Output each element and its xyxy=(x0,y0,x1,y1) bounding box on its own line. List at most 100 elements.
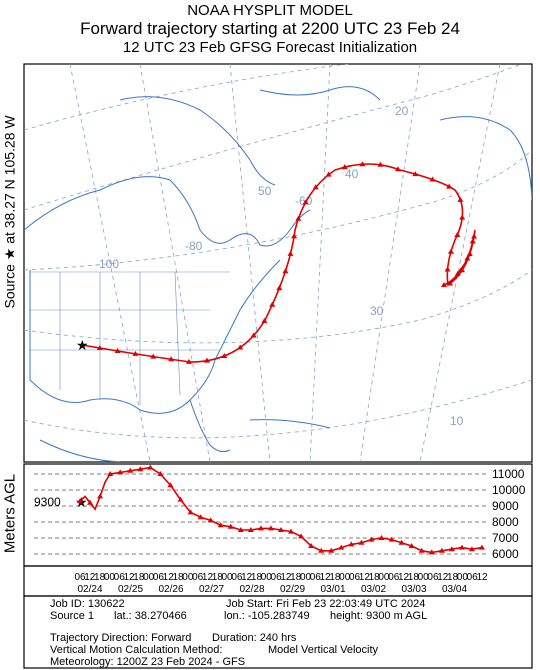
height-point xyxy=(338,544,345,550)
x-hour-label: 12 xyxy=(163,572,175,583)
x-date-label: 03/02 xyxy=(361,584,386,595)
height-point xyxy=(378,535,385,540)
height-point xyxy=(127,467,134,473)
x-hour-label: 18 xyxy=(447,572,459,583)
height-point xyxy=(227,523,234,529)
latitude-gridlines xyxy=(24,64,532,439)
trajectory-marker xyxy=(96,345,103,351)
trajectory-marker xyxy=(394,166,401,172)
x-hour-label: 12 xyxy=(359,572,371,583)
height-point xyxy=(77,498,83,504)
height-series-line xyxy=(79,466,483,554)
info-panel-frame xyxy=(23,595,533,669)
x-hour-label: 12 xyxy=(280,572,292,583)
x-hour-label: 18 xyxy=(94,572,106,583)
x-hour-label: 12 xyxy=(202,572,214,583)
source-lat: lat.: 38.270466 xyxy=(114,610,187,622)
x-hour-label: 00 xyxy=(339,572,351,583)
height-point xyxy=(197,514,204,520)
trajectory-marker xyxy=(412,171,419,177)
map-frame xyxy=(23,63,533,463)
x-date-label: 03/03 xyxy=(401,584,426,595)
lat-label-40: 40 xyxy=(345,167,359,181)
x-hour-label: 06 xyxy=(310,572,322,583)
vertical-method-label: Vertical Motion Calculation Method: xyxy=(50,644,223,656)
source-lon: lon.: -105.283749 xyxy=(224,610,310,622)
height-point xyxy=(97,493,104,499)
height-point xyxy=(318,547,325,553)
height-point xyxy=(217,522,224,528)
x-hour-label: 06 xyxy=(114,572,126,583)
trajectory-marker xyxy=(459,267,466,273)
height-point xyxy=(107,471,114,476)
trajectory-marker xyxy=(325,171,332,177)
trajectory-marker xyxy=(446,183,453,189)
trajectory-marker xyxy=(359,161,366,167)
height-point xyxy=(328,547,335,553)
lon-label-100: -100 xyxy=(95,257,119,271)
x-hour-label: 18 xyxy=(172,572,184,583)
x-date-label: 03/04 xyxy=(442,584,467,595)
x-date-label: 03/01 xyxy=(320,584,345,595)
height-point xyxy=(87,499,94,505)
trajectory-marker xyxy=(302,199,309,205)
start-height-label: 9300 xyxy=(34,495,61,509)
y-tick-label: 7000 xyxy=(492,531,519,545)
source-number: Source 1 xyxy=(50,610,95,622)
trajectory-marker xyxy=(471,233,478,239)
lat-label-20: 20 xyxy=(395,104,409,118)
x-hour-label: 12 xyxy=(476,572,488,583)
x-date-label: 02/25 xyxy=(118,584,143,595)
x-hour-label: 18 xyxy=(251,572,263,583)
trajectory-marker xyxy=(114,347,121,353)
trajectory-markers xyxy=(96,161,478,364)
trajectory-marker xyxy=(295,215,302,221)
trajectory-marker xyxy=(464,255,471,261)
x-hour-label: 00 xyxy=(457,572,469,583)
x-date-label: 02/27 xyxy=(199,584,224,595)
x-hour-label: 18 xyxy=(408,572,420,583)
trajectory-marker xyxy=(150,353,157,359)
x-hour-label: 12 xyxy=(241,572,253,583)
trajectory-marker xyxy=(203,357,210,363)
height-point xyxy=(348,541,355,547)
height-point xyxy=(448,546,455,552)
x-hour-label: 00 xyxy=(300,572,312,583)
source-star-icon: ★ xyxy=(76,337,89,353)
x-hour-label: 00 xyxy=(418,572,430,583)
trajectory-marker xyxy=(447,248,454,254)
x-hour-label: 18 xyxy=(290,572,302,583)
height-point xyxy=(207,517,214,523)
x-date-label: 02/26 xyxy=(158,584,183,595)
trajectory-marker xyxy=(441,282,447,287)
height-point xyxy=(147,464,154,470)
trajectory-marker xyxy=(132,350,139,356)
meteorology: Meteorology: 1200Z 23 Feb 2024 - GFS xyxy=(50,656,246,668)
trajectory-marker xyxy=(466,250,473,256)
y-tick-label: 11000 xyxy=(492,467,525,481)
height-point xyxy=(408,543,415,548)
state-borders xyxy=(30,271,230,405)
height-point xyxy=(368,536,375,542)
height-point xyxy=(257,525,264,531)
height-point xyxy=(167,482,174,488)
trajectory-marker xyxy=(291,233,298,239)
trajectory-marker xyxy=(276,285,283,291)
height-point xyxy=(398,539,405,545)
height-point xyxy=(237,527,244,532)
trajectory-marker xyxy=(454,270,461,276)
x-hour-label: 06 xyxy=(74,572,86,583)
job-start: Job Start: Fri Feb 23 22:03:49 UTC 2024 xyxy=(226,598,426,610)
longitude-gridlines xyxy=(69,64,501,462)
height-point xyxy=(247,527,254,532)
trajectory-marker xyxy=(185,358,192,364)
y-tick-label: 10000 xyxy=(492,483,526,497)
x-date-label: 02/29 xyxy=(280,584,305,595)
x-date-labels: 02/24 02/25 02/26 02/27 02/28 02/29 03/01 03/02… xyxy=(77,584,467,595)
init-subtitle: 12 UTC 23 Feb GFSG Forecast Initializati… xyxy=(122,39,418,56)
height-point xyxy=(288,528,295,534)
trajectory-marker xyxy=(459,214,466,220)
lat-label-50: 50 xyxy=(258,184,272,198)
height-point xyxy=(117,469,124,475)
